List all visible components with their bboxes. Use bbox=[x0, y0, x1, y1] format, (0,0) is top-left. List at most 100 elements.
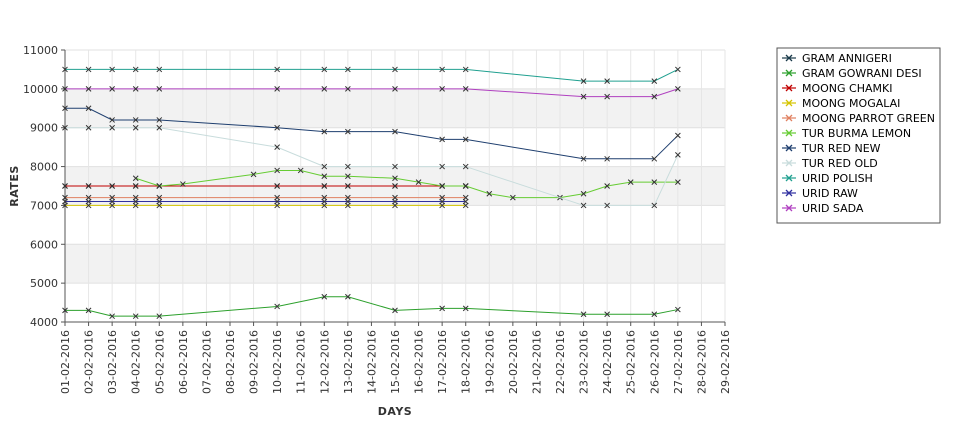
data-point bbox=[651, 78, 658, 84]
data-point bbox=[85, 105, 92, 112]
data-point bbox=[321, 293, 328, 300]
data-point bbox=[62, 307, 68, 314]
legend-item: TUR RED OLD bbox=[782, 157, 878, 170]
data-point bbox=[462, 163, 469, 170]
legend-label: TUR BURMA LEMON bbox=[801, 127, 911, 140]
data-point bbox=[392, 128, 398, 135]
data-point bbox=[156, 198, 163, 205]
x-tick-label: 24-02-2016 bbox=[601, 330, 614, 394]
data-point bbox=[274, 198, 280, 205]
series-urid-polish bbox=[62, 66, 681, 84]
data-point bbox=[321, 66, 328, 73]
data-point bbox=[274, 86, 280, 92]
data-point bbox=[439, 136, 445, 143]
legend: GRAM ANNIGERI GRAM GOWRANI DESI MOONG CHAM… bbox=[776, 47, 941, 224]
x-tick-label: 29-02-2016 bbox=[719, 330, 732, 394]
data-point bbox=[250, 171, 257, 178]
legend-marker bbox=[785, 189, 793, 197]
data-point bbox=[345, 293, 351, 300]
legend-item: MOONG CHAMKI bbox=[782, 82, 892, 95]
y-tick-label: 6000 bbox=[30, 238, 58, 251]
data-point bbox=[345, 86, 351, 92]
data-point bbox=[439, 163, 445, 170]
x-tick-label: 26-02-2016 bbox=[648, 330, 661, 394]
data-point bbox=[675, 86, 681, 92]
x-tick-label: 08-02-2016 bbox=[224, 330, 237, 394]
legend-marker bbox=[785, 69, 793, 77]
x-tick-label: 18-02-2016 bbox=[460, 330, 473, 394]
legend-label: TUR RED OLD bbox=[801, 157, 878, 170]
x-tick-labels: 01-02-2016 02-02-2016 03-02-2016 04-02-2016… bbox=[59, 330, 732, 394]
data-point bbox=[392, 66, 398, 73]
legend-item: MOONG MOGALAI bbox=[782, 97, 900, 110]
legend-marker bbox=[785, 174, 793, 182]
x-tick-label: 27-02-2016 bbox=[672, 330, 685, 394]
data-point bbox=[62, 183, 68, 189]
y-tick-label: 7000 bbox=[30, 199, 58, 212]
data-point bbox=[580, 93, 587, 100]
data-point bbox=[321, 173, 328, 180]
data-point bbox=[321, 183, 328, 189]
legend-item: TUR BURMA LEMON bbox=[782, 127, 911, 140]
y-tick-label: 9000 bbox=[30, 122, 58, 135]
legend-item: TUR RED NEW bbox=[782, 142, 881, 155]
data-point bbox=[85, 86, 92, 92]
data-point bbox=[156, 124, 163, 131]
legend-marker bbox=[785, 159, 793, 167]
legend-label: MOONG CHAMKI bbox=[802, 82, 892, 95]
x-tick-label: 13-02-2016 bbox=[342, 330, 355, 394]
data-point bbox=[580, 155, 587, 162]
data-point bbox=[132, 313, 139, 320]
x-tick-label: 17-02-2016 bbox=[436, 330, 449, 394]
data-point bbox=[604, 311, 610, 318]
series-tur-red-old bbox=[62, 124, 681, 209]
data-point bbox=[345, 66, 351, 73]
data-point bbox=[156, 86, 163, 92]
y-tick-labels: 4000 5000 6000 7000 8000 9000 10000 11000 bbox=[23, 44, 58, 329]
data-point bbox=[651, 311, 658, 318]
series-tur-red-new bbox=[62, 105, 681, 162]
data-point bbox=[85, 198, 92, 205]
series-line bbox=[135, 169, 678, 199]
data-point bbox=[109, 124, 115, 131]
x-tick-label: 12-02-2016 bbox=[318, 330, 331, 394]
data-point bbox=[392, 86, 398, 92]
data-point bbox=[604, 78, 610, 84]
data-point bbox=[462, 136, 469, 143]
data-point bbox=[274, 124, 280, 131]
data-point bbox=[462, 183, 469, 189]
data-point bbox=[510, 194, 516, 201]
y-tick-label: 11000 bbox=[23, 44, 58, 57]
legend-item: GRAM ANNIGERI bbox=[782, 52, 892, 65]
x-tick-label: 19-02-2016 bbox=[483, 330, 496, 394]
data-point bbox=[651, 93, 658, 100]
data-point bbox=[462, 66, 469, 73]
data-point bbox=[439, 66, 445, 73]
series-urid-sada bbox=[62, 86, 681, 100]
x-tick-label: 25-02-2016 bbox=[625, 330, 638, 394]
data-point bbox=[580, 78, 587, 84]
data-point bbox=[109, 198, 115, 205]
data-point bbox=[415, 179, 422, 185]
legend-label: URID RAW bbox=[802, 187, 858, 200]
x-tick-label: 07-02-2016 bbox=[200, 330, 213, 394]
data-point bbox=[132, 198, 139, 205]
data-point bbox=[392, 175, 398, 182]
x-tick-label: 02-02-2016 bbox=[83, 330, 96, 394]
data-point bbox=[62, 66, 68, 73]
data-point bbox=[85, 124, 92, 131]
x-tick-label: 23-02-2016 bbox=[578, 330, 591, 394]
y-tick-label: 5000 bbox=[30, 277, 58, 290]
x-tick-label: 28-02-2016 bbox=[695, 330, 708, 394]
x-tick-label: 03-02-2016 bbox=[106, 330, 119, 394]
legend-item: URID RAW bbox=[782, 187, 858, 200]
data-point bbox=[62, 86, 68, 92]
legend-label: URID SADA bbox=[802, 202, 864, 215]
x-tick-label: 11-02-2016 bbox=[295, 330, 308, 394]
data-point bbox=[580, 190, 587, 197]
data-point bbox=[604, 202, 610, 209]
data-point bbox=[392, 163, 398, 170]
y-tick-label: 4000 bbox=[30, 316, 58, 329]
legend-box bbox=[776, 47, 941, 224]
